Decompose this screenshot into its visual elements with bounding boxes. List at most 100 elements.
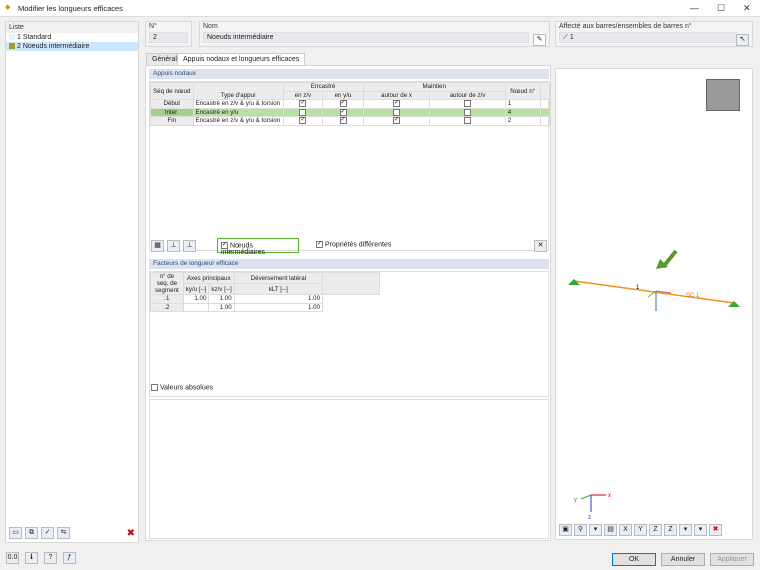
list-item[interactable]: 1 Standard bbox=[6, 33, 138, 42]
main-panel: Appuis nodaux Séq de nœud Type d'appui Enc… bbox=[145, 65, 551, 541]
checkbox-fixed-yu[interactable]: ✓ bbox=[339, 108, 347, 116]
number-field[interactable]: 2 bbox=[149, 32, 188, 43]
checkbox-restraint-x[interactable] bbox=[393, 108, 400, 116]
table-row[interactable]: Début Encastré en z/v & y/u & torsion ✓ ✓ ✓ 1 bbox=[150, 99, 551, 109]
checkbox-restraint-zv[interactable] bbox=[464, 100, 471, 108]
member-label: 1 bbox=[636, 285, 640, 291]
support-start-icon bbox=[568, 279, 580, 285]
check-icon[interactable]: ✓ bbox=[41, 527, 54, 539]
kzv-cell: 1.00 bbox=[208, 302, 235, 312]
list-toolbar: ▭ ⧉ ✓ ⇆ bbox=[9, 527, 70, 539]
name-label: Nom bbox=[203, 23, 218, 30]
number-group: N° 2 bbox=[145, 21, 192, 47]
nodal-title: Appuis nodaux bbox=[149, 69, 549, 79]
assigned-group: Affecté aux barres/ensembles de barres n… bbox=[555, 21, 753, 47]
absolute-checkbox[interactable]: Valeurs absolues bbox=[151, 384, 213, 391]
function-icon[interactable]: ƒ bbox=[63, 552, 76, 564]
row-seq: Inter. bbox=[150, 107, 194, 117]
support-type-cell[interactable]: Encastré en z/v & y/u & torsion bbox=[192, 99, 284, 109]
close-button[interactable]: ✕ bbox=[743, 3, 751, 13]
svg-text:x: x bbox=[608, 493, 611, 499]
view-y-icon[interactable]: Y bbox=[634, 524, 647, 536]
view-x-icon[interactable]: X bbox=[619, 524, 632, 536]
col-type: Type d'appui bbox=[192, 82, 284, 100]
support-icon[interactable]: ⊥ bbox=[167, 240, 180, 252]
klt-cell: 1.00 bbox=[233, 302, 324, 312]
minimize-button[interactable]: — bbox=[690, 3, 699, 13]
line-style-icon[interactable]: ▾ bbox=[679, 524, 692, 536]
checkbox-restraint-zv[interactable] bbox=[464, 117, 471, 125]
display-icon[interactable]: ⚲ bbox=[574, 524, 587, 536]
clear-icon[interactable]: ✕ bbox=[534, 240, 547, 252]
sc-label: SC 1 bbox=[686, 293, 700, 299]
edit-icon[interactable]: ✎ bbox=[533, 34, 546, 46]
checkbox-fixed-yu[interactable]: ✓ bbox=[339, 100, 347, 108]
nodal-table: Séq de nœud Type d'appui Encastré Maintien N… bbox=[150, 82, 551, 126]
different-checkbox[interactable]: ✓ Propriétés différentes bbox=[316, 241, 392, 249]
col-seq: Séq de nœud bbox=[150, 82, 194, 100]
support-delete-icon[interactable]: ⊥ bbox=[183, 240, 196, 252]
svg-text:z: z bbox=[588, 515, 591, 521]
units-icon[interactable]: 0.0 bbox=[6, 552, 19, 564]
view-icon[interactable]: ▣ bbox=[559, 524, 572, 536]
member-icon: ⟋ bbox=[563, 34, 570, 41]
col-maintien: Maintien bbox=[362, 82, 506, 92]
ok-button[interactable]: OK bbox=[612, 553, 656, 566]
app-icon: ◆ bbox=[5, 4, 11, 11]
view-toolbar: ▣ ⚲ ▾ ▤ X Y Z Z ▾ ▾ ✖ bbox=[559, 524, 722, 536]
support-type-cell[interactable]: Encastré en y/u bbox=[192, 107, 284, 117]
list-panel: Liste 1 Standard 2 Noeuds intermédiaire … bbox=[5, 21, 139, 543]
info-icon[interactable]: ℹ bbox=[25, 552, 38, 564]
kyu-cell: 1.00 bbox=[182, 294, 210, 304]
delete-icon[interactable]: ✖ bbox=[126, 528, 135, 539]
checkbox-restraint-x[interactable]: ✓ bbox=[393, 100, 400, 108]
window-title: Modifier les longueurs efficaces bbox=[18, 4, 123, 13]
view-z-icon[interactable]: Z bbox=[649, 524, 662, 536]
support-type-cell[interactable]: Encastré en z/v & y/u & torsion bbox=[192, 116, 284, 126]
tab-supports[interactable]: Appuis nodaux et longueurs efficaces bbox=[177, 53, 306, 65]
table-row[interactable]: Fin Encastré en z/v & y/u & torsion ✓ ✓ ✓ 2 bbox=[150, 116, 551, 126]
col-encastre: Encastré bbox=[282, 82, 364, 92]
apply-button[interactable]: Appliquer bbox=[710, 553, 754, 566]
row-seq: Début bbox=[150, 99, 194, 109]
nodal-toolbar: ▦ ⊥ ⊥ bbox=[151, 240, 196, 252]
checkbox-restraint-zv[interactable] bbox=[464, 108, 471, 116]
checkbox-fixed-zv[interactable]: ✓ bbox=[299, 117, 307, 125]
help-icon[interactable]: ? bbox=[44, 552, 57, 564]
render-icon[interactable]: ▤ bbox=[604, 524, 617, 536]
checkbox-restraint-x[interactable]: ✓ bbox=[393, 117, 400, 125]
name-field[interactable]: Noeuds intermédiaire bbox=[203, 32, 529, 43]
uncheck-icon[interactable]: ⇆ bbox=[57, 527, 70, 539]
copy-icon[interactable]: ⧉ bbox=[25, 527, 38, 539]
list-item-selected[interactable]: 2 Noeuds intermédiaire bbox=[6, 42, 138, 51]
intermediate-checkbox[interactable]: ✓ Nœuds intermédiaires bbox=[217, 238, 299, 256]
cancel-button[interactable]: Annuler bbox=[661, 553, 705, 566]
checkbox-fixed-zv[interactable]: ✓ bbox=[299, 100, 307, 108]
title-bar: ◆ Modifier les longueurs efficaces — ☐ ✕ bbox=[0, 0, 760, 17]
factors-title: Facteurs de longueur efficace bbox=[149, 259, 549, 269]
factors-table: n° de seq. de segment Axes principaux Déve… bbox=[150, 272, 380, 312]
select-icon[interactable]: ↖ bbox=[736, 34, 749, 46]
kyu-cell bbox=[182, 302, 210, 312]
maximize-button[interactable]: ☐ bbox=[717, 3, 726, 13]
box-icon[interactable]: ▾ bbox=[694, 524, 707, 536]
model-drawing: 1 SC 1 bbox=[568, 249, 740, 311]
view-cube-icon[interactable] bbox=[706, 79, 740, 111]
reset-icon[interactable]: ✖ bbox=[709, 524, 722, 536]
assigned-field[interactable]: 1 bbox=[569, 34, 574, 41]
checkbox-fixed-yu[interactable]: ✓ bbox=[339, 117, 347, 125]
svg-text:y: y bbox=[574, 497, 577, 503]
list-header: Liste bbox=[6, 22, 138, 33]
table-row[interactable]: .1 1.00 1.00 1.00 bbox=[150, 294, 380, 304]
table-row[interactable]: Inter. Encastré en y/u ✓ 4 bbox=[150, 107, 551, 117]
col-node: Nœud n° bbox=[504, 82, 541, 100]
table-icon[interactable]: ▦ bbox=[151, 240, 164, 252]
table-row[interactable]: .2 1.00 1.00 bbox=[150, 302, 380, 312]
view-options-icon[interactable]: ▾ bbox=[589, 524, 602, 536]
kzv-cell: 1.00 bbox=[208, 294, 235, 304]
view-iso-icon[interactable]: Z bbox=[664, 524, 677, 536]
node-cell: 2 bbox=[504, 116, 541, 126]
checkbox-fixed-zv[interactable] bbox=[299, 108, 307, 116]
new-icon[interactable]: ▭ bbox=[9, 527, 22, 539]
